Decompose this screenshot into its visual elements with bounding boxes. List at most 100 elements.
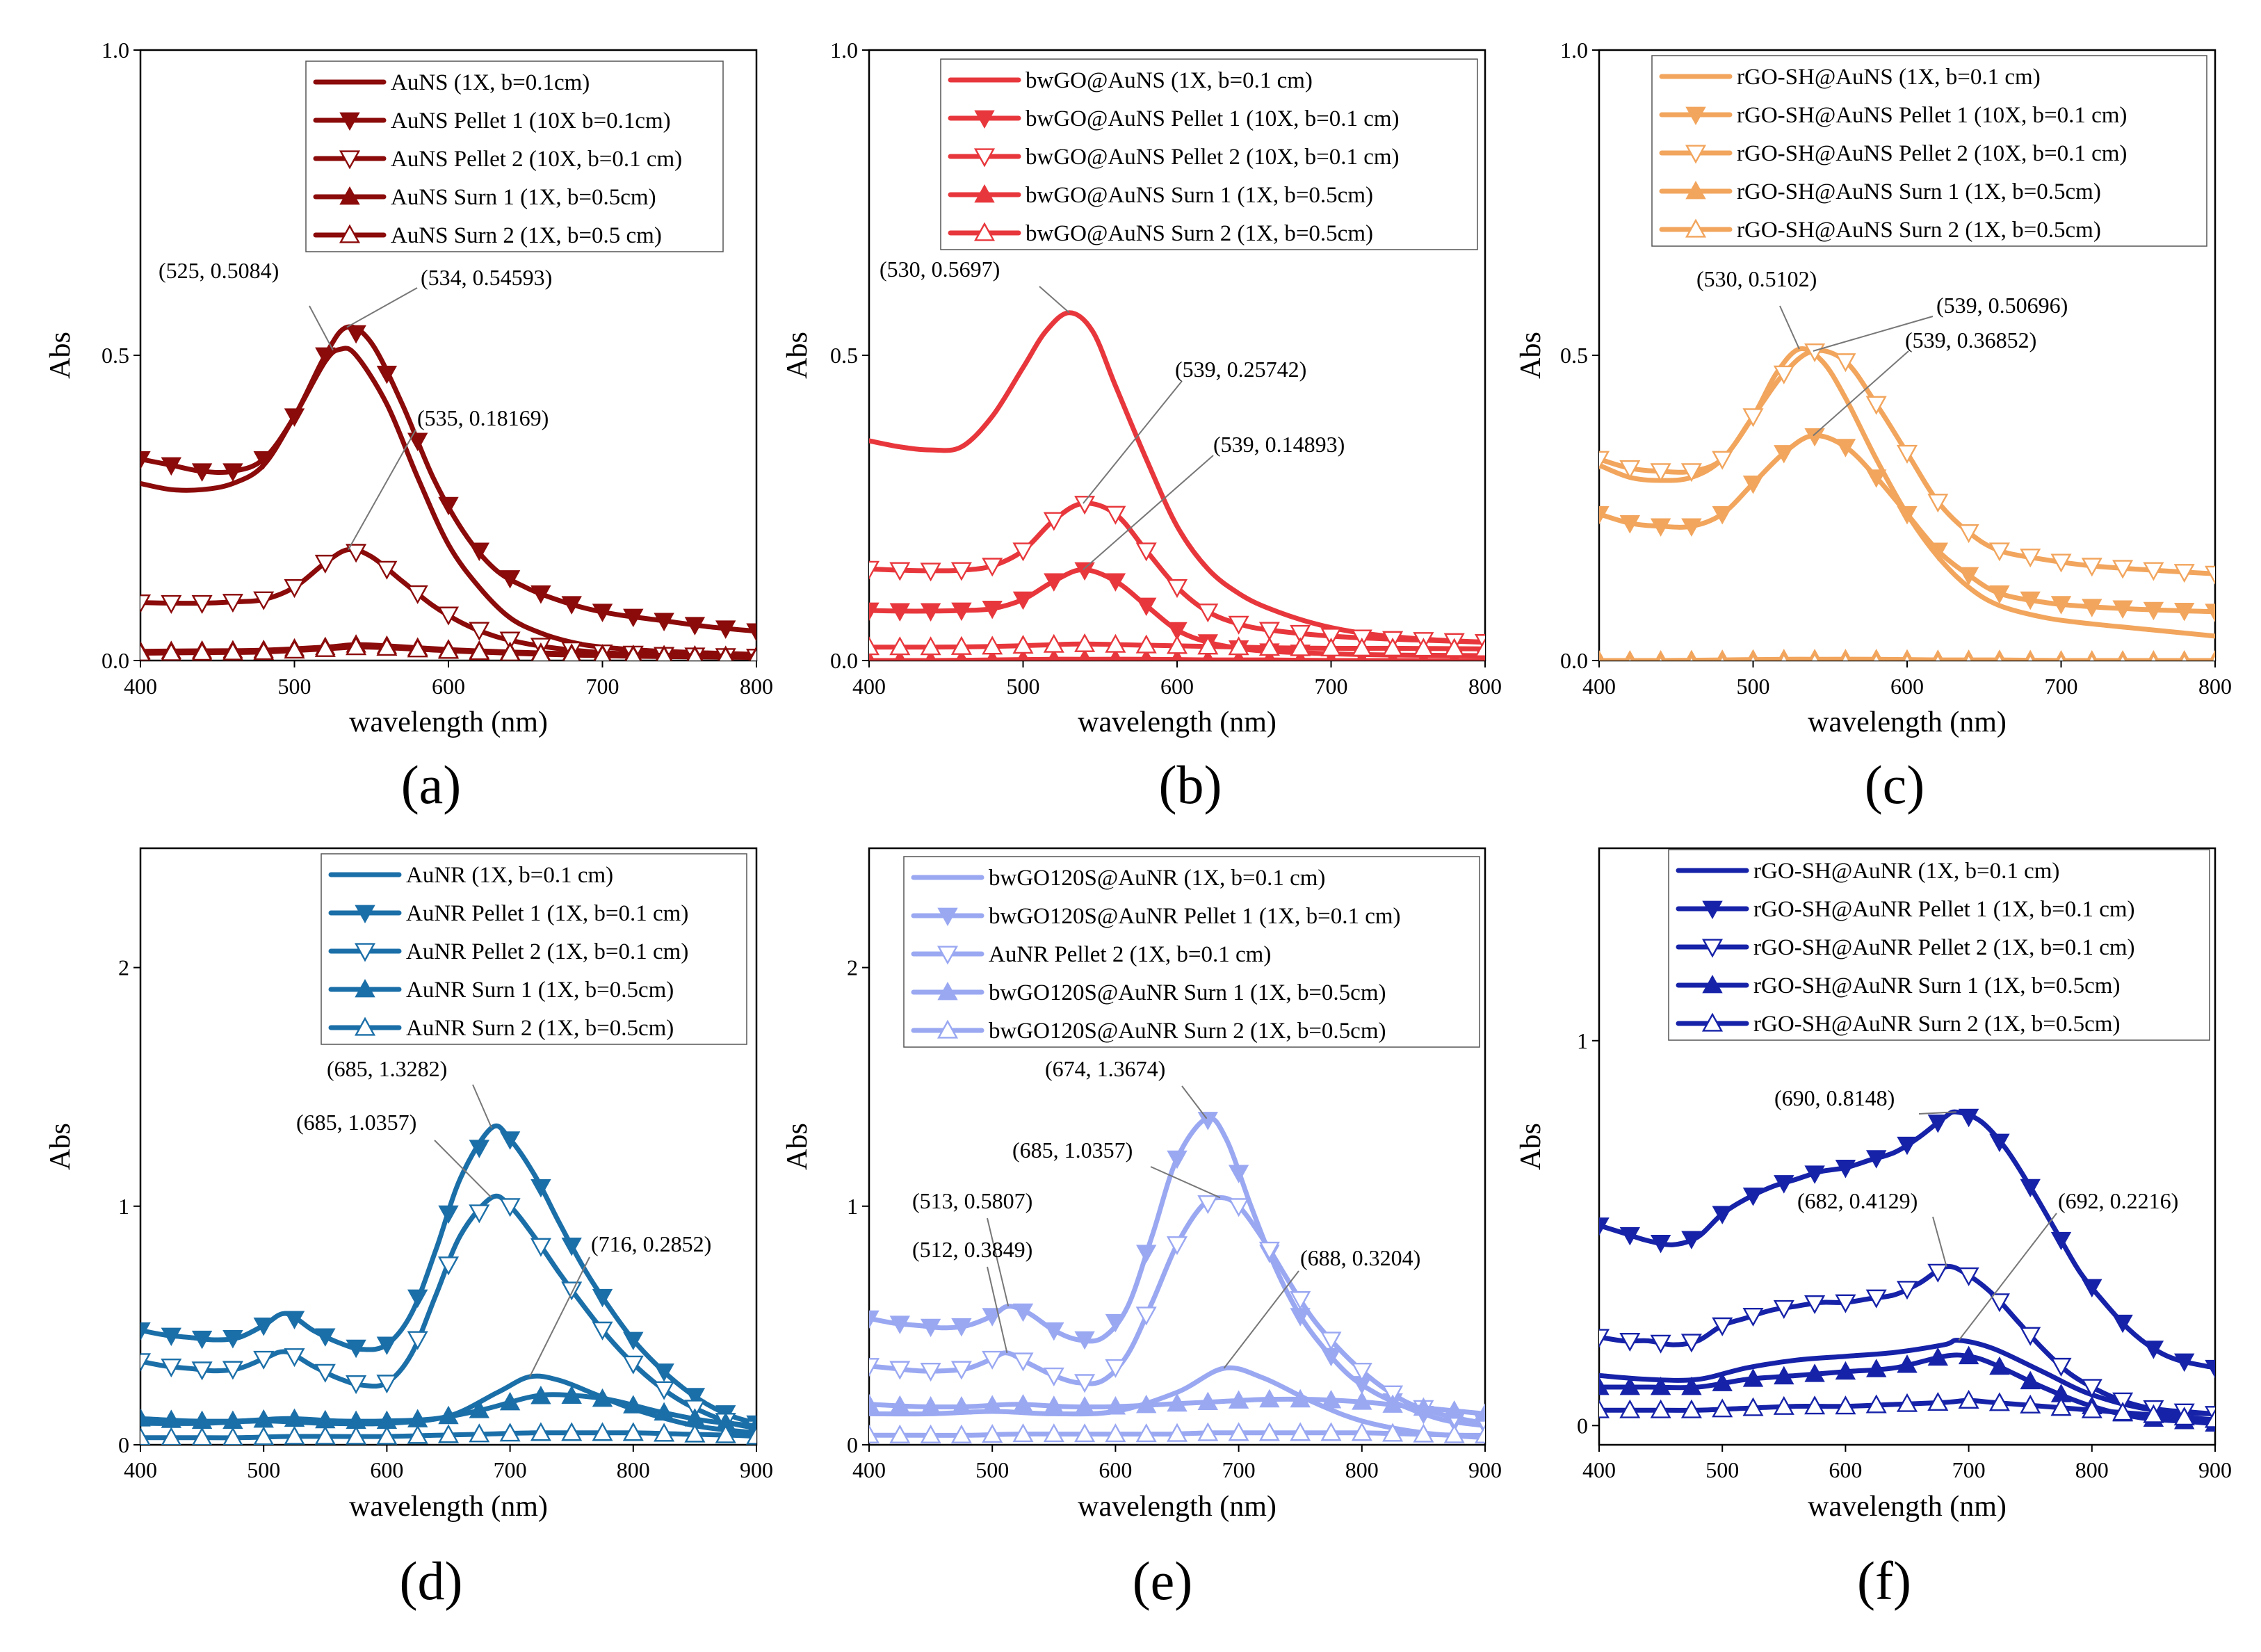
data-point [1167, 1150, 1188, 1169]
data-point [1650, 1334, 1671, 1354]
annotation-leader [1223, 1270, 1299, 1369]
peak-annotation: (690, 0.8148) [1774, 1085, 1895, 1110]
panel-label: (a) [401, 754, 462, 815]
data-point [656, 645, 672, 661]
data-point [376, 1425, 398, 1445]
peak-annotation: (525, 0.5084) [159, 258, 279, 283]
data-point [1872, 652, 1881, 661]
data-point [437, 640, 460, 659]
data-point [1927, 1347, 1948, 1366]
data-point [1749, 654, 1757, 661]
data-point [346, 1425, 367, 1445]
data-point [2112, 1314, 2133, 1334]
data-point [1896, 1393, 1918, 1412]
data-point [889, 1361, 911, 1380]
data-point [592, 1388, 613, 1407]
data-point [1109, 649, 1122, 661]
data-point [622, 1355, 644, 1375]
data-point [2020, 1179, 2041, 1198]
data-point [889, 603, 910, 622]
data-point [1840, 652, 1850, 661]
data-point [1599, 505, 1610, 525]
x-tick-label: 700 [586, 674, 619, 699]
series-line [869, 310, 1485, 645]
data-point [1619, 515, 1640, 534]
y-tick-label: 0 [847, 1432, 858, 1457]
y-tick-label: 1.0 [1560, 38, 1588, 63]
data-point [1197, 1391, 1218, 1411]
data-point [437, 1256, 460, 1276]
series-line [140, 1392, 756, 1428]
data-point [2081, 1399, 2102, 1418]
x-tick-label: 500 [247, 1457, 280, 1482]
legend-marker [1701, 939, 1724, 958]
y-axis-title: Abs [781, 332, 813, 379]
data-point [920, 1363, 941, 1382]
data-point [1074, 562, 1095, 581]
data-point [1958, 1389, 1979, 1409]
legend-entry: AuNS Surn 2 (1X, b=0.5 cm) [391, 223, 662, 248]
peak-annotation: (539, 0.36852) [1905, 327, 2036, 353]
data-point [1351, 637, 1372, 657]
data-point [191, 1330, 213, 1350]
data-point [746, 623, 756, 642]
data-point [869, 602, 880, 622]
x-tick-label: 800 [2075, 1457, 2109, 1482]
data-point [1413, 1423, 1434, 1443]
data-point [592, 1422, 613, 1441]
data-point [284, 408, 305, 427]
data-point [1166, 579, 1188, 599]
data-point [376, 637, 398, 656]
legend-marker [354, 1017, 376, 1036]
data-point [1988, 542, 2010, 562]
data-point [1958, 1108, 1979, 1128]
data-point [530, 585, 551, 604]
data-point [1140, 649, 1153, 661]
data-point [1835, 353, 1856, 373]
legend: AuNS (1X, b=0.1cm) AuNS Pellet 1 (10X b=0… [305, 60, 724, 252]
data-point [1866, 469, 1887, 488]
series-5 [1599, 1389, 2215, 1428]
data-point [1742, 408, 1764, 428]
data-point [315, 1328, 336, 1347]
data-point [140, 594, 152, 614]
data-point [1742, 1368, 1764, 1387]
legend-marker [1685, 145, 1707, 164]
data-point [1078, 649, 1092, 661]
chart-panel-c: 400 500 600 700 800 0.0 0.5 1.0 wavelength (nm) A… [1515, 38, 2232, 815]
data-point [1443, 1424, 1465, 1443]
series-line [1599, 346, 2215, 639]
legend-marker [937, 946, 959, 965]
annotation-leader [1083, 380, 1183, 504]
data-point [530, 1386, 551, 1404]
data-point [654, 1381, 675, 1400]
data-point [2112, 600, 2133, 619]
data-point [592, 604, 613, 622]
data-point [1742, 1307, 1764, 1327]
legend-entry: bwGO@AuNS (1X, b=0.1 cm) [1026, 68, 1313, 93]
data-point [253, 451, 274, 470]
data-point [530, 1179, 551, 1198]
data-point [1835, 1395, 1856, 1415]
data-point [869, 1310, 880, 1329]
data-point [1197, 1112, 1218, 1131]
data-point [1835, 1160, 1856, 1179]
data-point [1105, 1396, 1126, 1415]
data-point [950, 562, 972, 581]
data-point [1012, 635, 1034, 654]
data-point [1804, 1395, 1826, 1415]
data-point [1043, 1367, 1064, 1386]
data-point [982, 600, 1003, 620]
data-point [1197, 635, 1219, 655]
data-point [745, 1425, 756, 1445]
series-5 [869, 633, 1485, 657]
x-axis-title: wavelength (nm) [349, 1491, 548, 1523]
data-point [1197, 1195, 1219, 1215]
legend: rGO-SH@AuNS (1X, b=0.1 cm) rGO-SH@AuNS Pe… [1651, 55, 2207, 247]
data-point [1599, 451, 1610, 470]
data-point [1351, 1422, 1372, 1441]
x-tick-label: 800 [1468, 674, 1502, 699]
data-point [1166, 635, 1188, 654]
x-tick-label: 700 [1952, 1457, 1986, 1482]
data-point [1934, 653, 1942, 661]
